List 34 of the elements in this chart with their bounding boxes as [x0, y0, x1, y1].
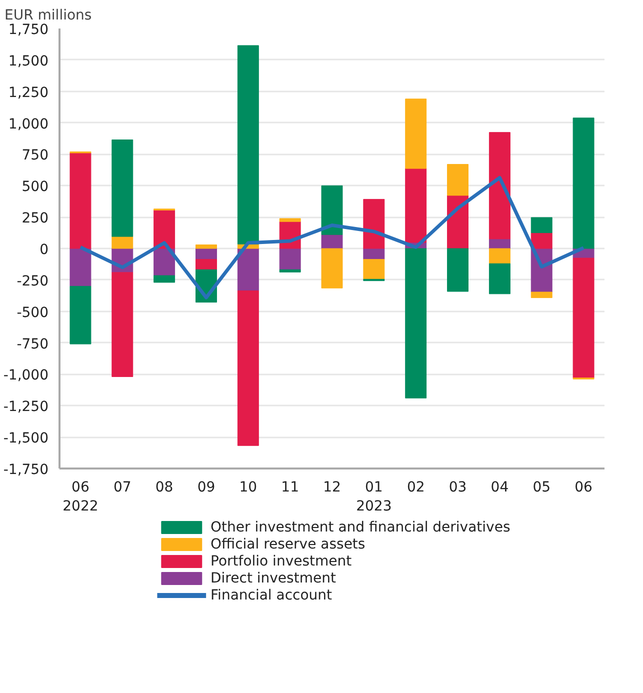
- x-tick-label: 05: [532, 480, 551, 496]
- y-tick-label: -1,000: [3, 368, 49, 384]
- y-tick-label: 1,250: [8, 84, 49, 101]
- legend-label: Direct investment: [210, 570, 336, 586]
- legend-label: Portfolio investment: [210, 554, 352, 570]
- y-tick-label: 1,500: [8, 53, 49, 70]
- y-axis-title: EUR millions: [4, 8, 92, 24]
- y-tick-label: 500: [22, 179, 49, 196]
- y-tick-label: -750: [16, 336, 49, 352]
- x-tick-label: 11: [281, 480, 299, 496]
- y-tick-label: -1,750: [3, 462, 49, 478]
- x-tick-label: 10: [239, 480, 258, 496]
- y-tick-label: 1,000: [8, 116, 49, 132]
- x-tick-label: 06 2022: [62, 480, 98, 515]
- x-tick-label: 01 2023: [356, 480, 392, 515]
- x-tick-label: 02: [406, 480, 425, 496]
- x-tick-label: 09: [197, 480, 216, 496]
- x-tick-label: 12: [323, 480, 341, 496]
- x-tick-label: 06: [574, 480, 593, 496]
- x-tick-label: 03: [448, 480, 467, 496]
- y-tick-label: -1,250: [3, 399, 49, 416]
- y-tick-label: 1,750: [8, 22, 49, 38]
- x-tick-label: 04: [490, 480, 509, 496]
- y-tick-label: -500: [16, 304, 49, 321]
- legend-label: Financial account: [210, 588, 333, 604]
- y-tick-label: -250: [16, 273, 49, 290]
- y-tick-label: 750: [22, 148, 49, 164]
- legend-label: Official reserve assets: [210, 536, 366, 552]
- legend-label: Other investment and financial derivatives: [210, 520, 510, 536]
- y-tick-label: 250: [22, 210, 49, 227]
- y-tick-label: -1,500: [3, 430, 49, 447]
- x-tick-label: 08: [155, 480, 174, 496]
- y-tick-label: 0: [40, 242, 49, 258]
- x-tick-label: 07: [113, 480, 132, 496]
